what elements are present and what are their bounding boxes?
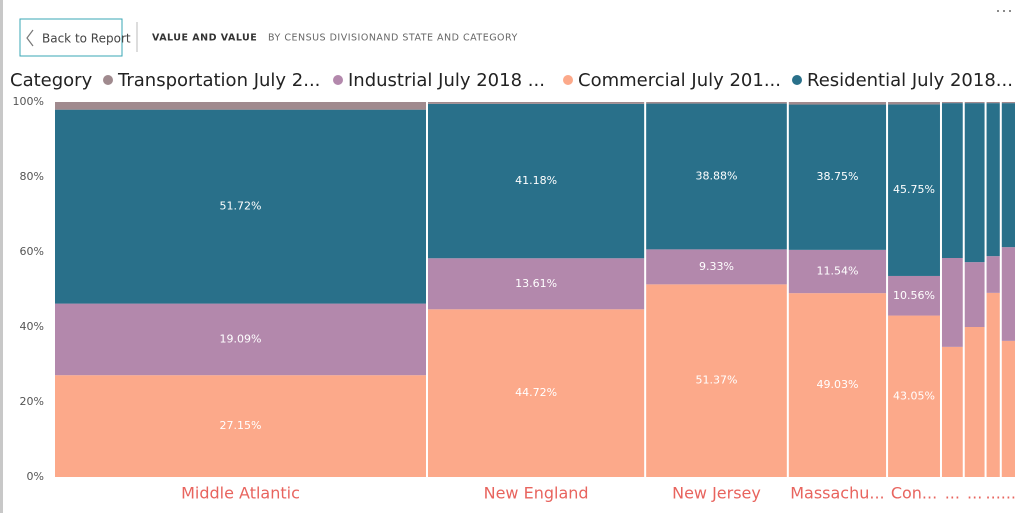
- legend-label: Industrial July 2018 ...: [348, 70, 545, 91]
- segment: [964, 327, 985, 477]
- x-tick-label: ...: [945, 484, 960, 503]
- legend-marker: [563, 75, 573, 85]
- x-tick-label: Con...: [891, 484, 937, 503]
- x-tick-label: ...: [967, 484, 982, 503]
- data-label: 51.72%: [220, 200, 262, 213]
- data-label: 10.56%: [893, 289, 935, 302]
- segment: [964, 103, 985, 263]
- segment: [1001, 247, 1015, 341]
- segment: [427, 309, 645, 477]
- y-tick-label: 40%: [20, 320, 44, 333]
- y-tick-label: 20%: [20, 395, 44, 408]
- y-tick-label: 0%: [27, 470, 44, 483]
- y-tick-label: 80%: [20, 170, 44, 183]
- segment: [941, 258, 963, 347]
- segment: [1001, 103, 1015, 248]
- legend-marker: [333, 75, 343, 85]
- segment: [888, 104, 940, 276]
- data-label: 45.75%: [893, 183, 935, 196]
- data-label: 38.75%: [816, 170, 858, 183]
- legend-marker: [792, 75, 802, 85]
- segment: [427, 258, 645, 310]
- legend-label: Commercial July 201...: [578, 70, 781, 91]
- segment: [646, 102, 787, 104]
- back-button-frame[interactable]: [19, 18, 123, 57]
- segment: [646, 103, 787, 250]
- segment: [964, 262, 985, 327]
- data-label: 13.61%: [515, 277, 557, 290]
- data-label: 49.03%: [816, 378, 858, 391]
- legend-marker: [103, 75, 113, 85]
- x-tick-label: Massachu...: [790, 484, 884, 503]
- segment: [55, 102, 426, 110]
- data-label: 27.15%: [220, 419, 262, 432]
- segment: [788, 104, 887, 250]
- segment: [55, 375, 426, 477]
- x-tick-label: ...: [1001, 484, 1016, 503]
- segment: [986, 256, 1000, 293]
- segment: [1001, 340, 1015, 477]
- more-options[interactable]: [997, 10, 1011, 12]
- segment: [427, 102, 645, 104]
- segment: [986, 103, 1000, 257]
- visual-subtitle: BY CENSUS DIVISIONAND STATE AND CATEGORY: [268, 33, 518, 44]
- back-chevron: [26, 29, 34, 47]
- legend-label: Residential July 2018...: [807, 70, 1013, 91]
- segment: [888, 275, 940, 316]
- data-label: 41.18%: [515, 174, 557, 187]
- dot: [1009, 10, 1011, 12]
- back-button-label[interactable]: Back to Report: [42, 32, 131, 46]
- segment: [1001, 102, 1015, 104]
- segment: [788, 249, 887, 294]
- dot: [1003, 10, 1005, 12]
- left-border: [0, 0, 3, 513]
- segment: [788, 293, 887, 477]
- x-tick-label: New Jersey: [672, 484, 761, 503]
- x-tick-label: Middle Atlantic: [181, 484, 300, 503]
- segment: [55, 303, 426, 376]
- legend-title: Category: [10, 70, 93, 91]
- data-label: 38.88%: [696, 169, 738, 182]
- segment: [888, 315, 940, 477]
- segment: [888, 102, 940, 105]
- data-label: 19.09%: [220, 332, 262, 345]
- y-tick-label: 100%: [13, 95, 44, 108]
- segment: [55, 109, 426, 304]
- y-tick-label: 60%: [20, 245, 44, 258]
- dot: [997, 10, 999, 12]
- data-label: 11.54%: [816, 265, 858, 278]
- data-label: 44.72%: [515, 386, 557, 399]
- segment: [646, 284, 787, 477]
- segment: [646, 249, 787, 285]
- legend-label: Transportation July 2...: [117, 70, 320, 91]
- segment: [941, 346, 963, 477]
- segment: [788, 102, 887, 105]
- data-label: 9.33%: [699, 260, 734, 273]
- data-label: 43.05%: [893, 389, 935, 402]
- segment: [964, 102, 985, 104]
- back-button[interactable]: Back to Report: [19, 18, 131, 57]
- segment: [986, 102, 1000, 104]
- data-label: 51.37%: [696, 374, 738, 387]
- segment: [986, 292, 1000, 477]
- x-tick-label: ...: [986, 484, 1001, 503]
- segment: [427, 103, 645, 259]
- visual-title: VALUE AND VALUE: [152, 33, 257, 44]
- segment: [941, 102, 963, 104]
- x-tick-label: New England: [484, 484, 589, 503]
- segment: [941, 103, 963, 258]
